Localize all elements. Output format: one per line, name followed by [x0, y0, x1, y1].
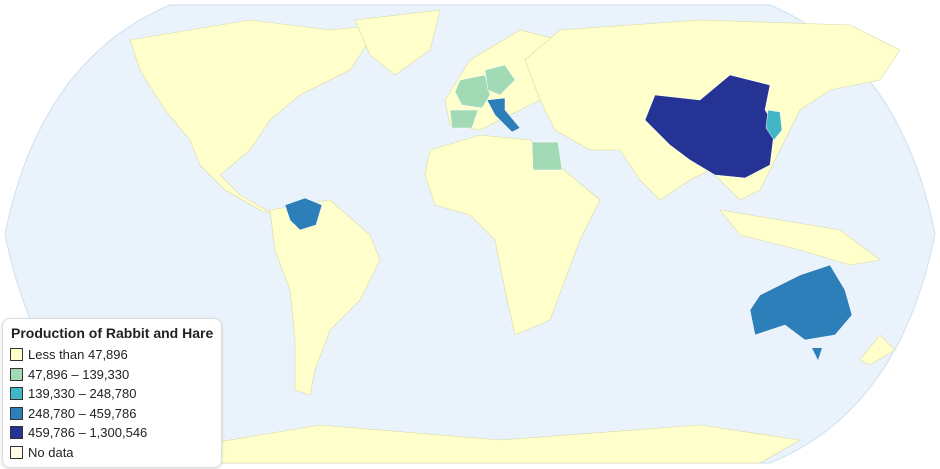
- legend: Production of Rabbit and Hare Less than …: [2, 318, 222, 468]
- highlighted-countries: [284, 64, 853, 360]
- legend-swatch: [10, 387, 23, 401]
- legend-item: Less than 47,896: [10, 345, 221, 365]
- legend-item: 248,780 – 459,786: [10, 404, 221, 424]
- legend-item: 459,786 – 1,300,546: [10, 423, 221, 443]
- legend-item: No data: [10, 443, 221, 463]
- legend-swatch: [10, 426, 23, 440]
- southeast-asia-islands: [719, 209, 881, 266]
- new-zealand: [859, 334, 896, 366]
- country-spain: [449, 109, 479, 129]
- country-egypt: [531, 141, 563, 171]
- country-australia: [749, 264, 853, 341]
- antarctica: [179, 424, 801, 464]
- legend-item: 139,330 – 248,780: [10, 384, 221, 404]
- country-germany: [484, 64, 516, 96]
- legend-title: Production of Rabbit and Hare: [11, 325, 214, 341]
- legend-label: No data: [28, 444, 74, 460]
- legend-label: 248,780 – 459,786: [28, 405, 137, 421]
- country-tasmania: [812, 348, 822, 360]
- country-korea: [765, 109, 783, 141]
- legend-swatch: [10, 406, 23, 420]
- south-america: [269, 199, 381, 396]
- legend-swatch: [10, 348, 23, 362]
- country-china: [644, 74, 776, 179]
- country-france: [454, 74, 491, 109]
- legend-label: 47,896 – 139,330: [28, 366, 130, 382]
- legend-swatch: [10, 445, 23, 459]
- legend-label: 139,330 – 248,780: [28, 386, 137, 402]
- legend-label: 459,786 – 1,300,546: [28, 425, 148, 441]
- country-italy: [486, 97, 521, 133]
- greenland: [354, 9, 441, 76]
- country-venezuela: [284, 197, 323, 231]
- legend-label: Less than 47,896: [28, 347, 128, 363]
- legend-item: 47,896 – 139,330: [10, 365, 221, 385]
- legend-swatch: [10, 367, 23, 381]
